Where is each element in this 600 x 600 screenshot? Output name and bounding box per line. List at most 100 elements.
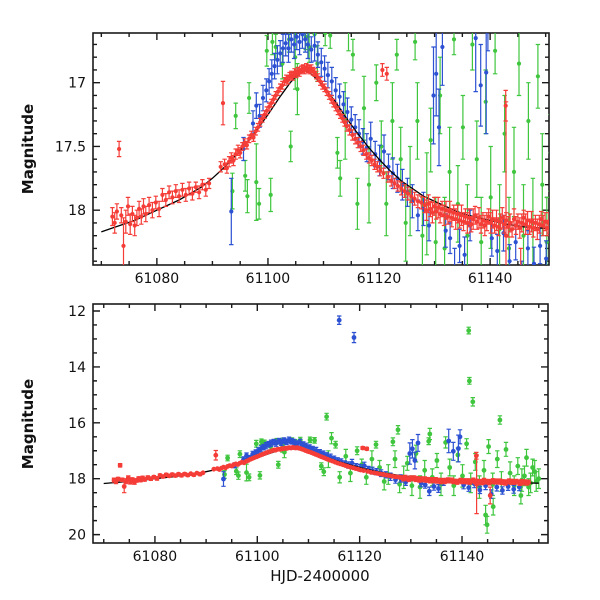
data-point <box>134 215 139 220</box>
data-point <box>333 88 338 93</box>
data-point <box>361 106 367 111</box>
data-point <box>222 162 227 167</box>
data-point <box>112 220 117 225</box>
data-point <box>470 42 475 47</box>
data-point <box>231 158 236 163</box>
data-point <box>497 417 503 423</box>
data-point <box>272 64 277 69</box>
data-point <box>307 437 313 443</box>
x-tick-label: 61080 <box>133 549 178 565</box>
data-point <box>432 204 437 209</box>
data-point <box>447 465 453 470</box>
data-point <box>511 169 517 174</box>
y-tick-label: 18 <box>68 472 86 488</box>
data-point <box>275 57 280 62</box>
data-point <box>177 194 182 199</box>
y-tick-label: 18 <box>68 203 86 219</box>
data-point <box>324 89 329 94</box>
data-point <box>117 146 122 152</box>
data-point <box>503 233 509 238</box>
series-green <box>222 326 542 534</box>
data-point <box>522 473 527 479</box>
data-point <box>269 71 274 76</box>
data-point <box>258 120 263 125</box>
data-point <box>218 164 223 169</box>
data-point <box>409 483 415 489</box>
data-point <box>537 222 542 227</box>
data-point <box>342 120 347 125</box>
data-point <box>273 93 278 98</box>
data-point <box>268 192 273 197</box>
data-point <box>395 427 401 433</box>
data-point <box>385 174 390 180</box>
data-point <box>545 225 549 231</box>
y-tick-label: 20 <box>68 528 86 544</box>
data-point <box>526 479 531 485</box>
bottom-y-axis-label: Magnitude <box>19 378 37 470</box>
data-point <box>502 222 507 227</box>
data-point <box>529 219 534 224</box>
data-point <box>494 456 500 462</box>
data-point <box>154 476 160 481</box>
data-point <box>455 211 460 217</box>
data-point <box>392 456 398 462</box>
data-point <box>264 108 269 113</box>
data-point <box>487 493 493 498</box>
data-point <box>402 189 407 194</box>
data-point <box>312 43 317 48</box>
data-point <box>360 445 366 451</box>
data-point <box>275 89 281 94</box>
data-point <box>500 215 505 220</box>
data-point <box>492 223 497 228</box>
data-point <box>422 203 427 208</box>
data-point <box>197 190 202 195</box>
data-point <box>329 435 334 441</box>
data-point <box>289 37 294 42</box>
data-point <box>322 85 327 90</box>
data-point <box>187 186 192 191</box>
data-point <box>321 469 327 475</box>
data-point <box>283 41 288 46</box>
data-point <box>374 80 379 85</box>
data-point <box>390 439 396 445</box>
data-point <box>426 438 432 444</box>
data-point <box>394 52 399 57</box>
data-point <box>526 118 531 124</box>
data-point <box>481 467 487 473</box>
data-point <box>329 97 334 102</box>
data-point <box>428 206 433 211</box>
data-point <box>483 512 488 518</box>
data-point <box>288 144 293 149</box>
data-point <box>114 209 119 214</box>
data-point <box>536 476 542 482</box>
data-point <box>462 252 467 257</box>
data-point <box>380 67 385 73</box>
data-point <box>236 473 241 478</box>
data-point <box>530 465 535 470</box>
data-point <box>121 243 126 248</box>
data-point <box>207 181 212 186</box>
data-point <box>325 73 330 78</box>
data-point <box>211 466 217 472</box>
data-point <box>137 206 142 211</box>
data-point <box>494 484 500 490</box>
data-point <box>478 83 483 88</box>
data-point <box>515 219 521 224</box>
data-point <box>180 187 185 192</box>
panel-top-data <box>101 33 559 265</box>
data-point <box>436 486 441 491</box>
data-point <box>333 442 338 447</box>
data-point <box>427 431 433 437</box>
data-point <box>183 192 188 197</box>
data-point <box>422 467 428 473</box>
data-point <box>550 246 554 250</box>
data-point <box>349 117 354 122</box>
data-point <box>551 229 555 233</box>
data-point <box>424 208 429 213</box>
data-point <box>422 482 428 488</box>
data-point <box>267 79 272 84</box>
data-point <box>436 125 442 130</box>
data-point <box>555 226 559 230</box>
data-point <box>426 201 431 206</box>
data-point <box>225 455 231 461</box>
